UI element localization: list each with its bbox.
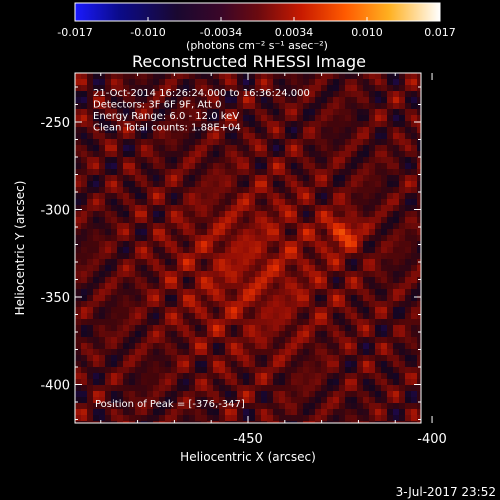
info-line: 21-Oct-2014 16:26:24.000 to 16:36:24.000	[93, 88, 310, 99]
colorbar	[75, 3, 440, 21]
colorbar-tick-label: -0.017	[57, 26, 92, 39]
colorbar-tick-label: -0.0034	[200, 26, 242, 39]
y-tick-label: -250	[40, 116, 70, 131]
x-tick-label: -450	[233, 432, 263, 447]
x-tick-label: -400	[417, 432, 447, 447]
info-line: Energy Range: 6.0 - 12.0 keV	[93, 111, 239, 122]
info-line: Clean Total counts: 1.88E+04	[93, 123, 241, 134]
reconstructed-image	[75, 73, 421, 423]
y-tick-label: -300	[40, 204, 70, 219]
x-axis-label: Heliocentric X (arcsec)	[180, 450, 316, 464]
observation-info: 21-Oct-2014 16:26:24.000 to 16:36:24.000…	[93, 88, 310, 134]
colorbar-tick-labels: -0.017 -0.010 -0.0034 0.0034 0.010 0.017	[57, 26, 455, 39]
colorbar-tick-label: 0.017	[424, 26, 456, 39]
plot-title: Reconstructed RHESSI Image	[132, 52, 366, 71]
colorbar-tick-label: 0.0034	[275, 26, 314, 39]
y-tick-label: -350	[40, 291, 70, 306]
date-stamp: 3-Jul-2017 23:52	[396, 485, 496, 499]
colorbar-ticks	[74, 17, 441, 21]
colorbar-tick-label: 0.010	[351, 26, 383, 39]
y-axis-label: Heliocentric Y (arcsec)	[13, 181, 27, 316]
peak-position-label: Position of Peak = [-376,-347]	[95, 399, 245, 410]
colorbar-unit-label: (photons cm⁻² s⁻¹ asec⁻²)	[186, 39, 328, 52]
info-line: Detectors: 3F 6F 9F, Att 0	[93, 100, 221, 111]
colorbar-frame	[74, 2, 441, 22]
x-axis-ticks: -450-400-350	[100, 73, 447, 447]
y-tick-label: -400	[40, 379, 70, 394]
y-axis-ticks: -250 -300 -350 -400	[40, 86, 421, 420]
colorbar-tick-label: -0.010	[130, 26, 165, 39]
